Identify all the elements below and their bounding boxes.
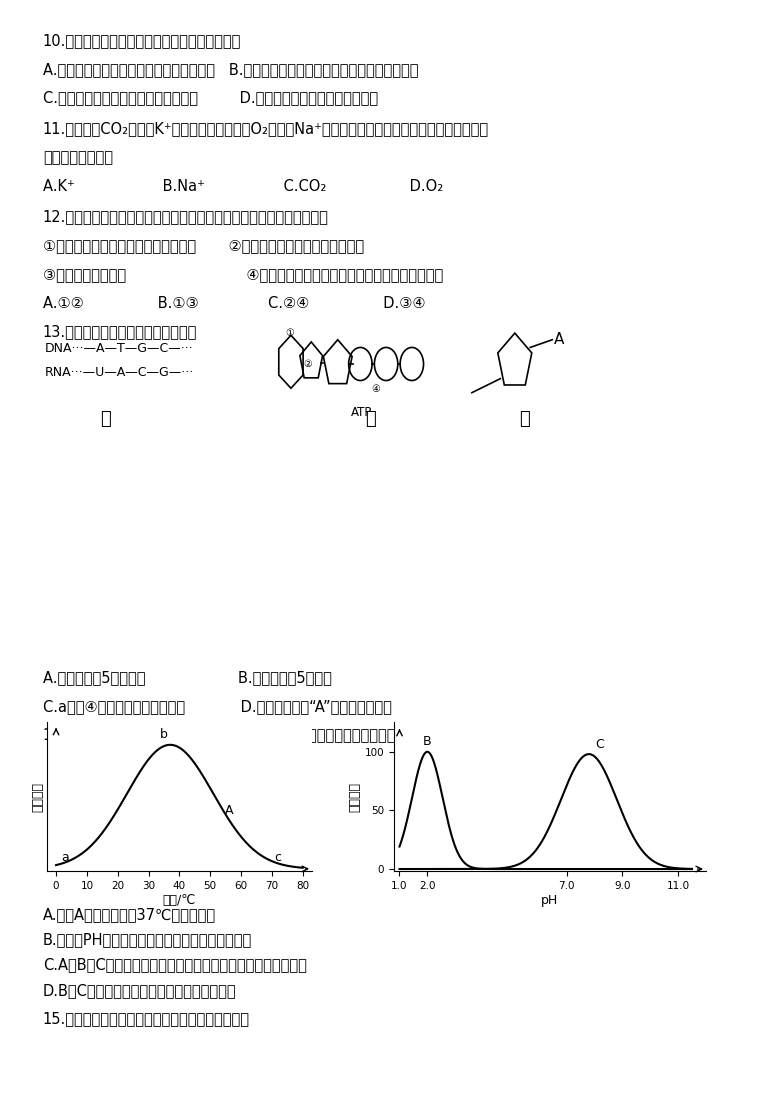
Text: DNA···—A—T—G—C—···: DNA···—A—T—G—C—··· (45, 342, 194, 355)
Text: D.B、C对应的酶可能是胃蛋白酶和唤液淀粉酶: D.B、C对应的酶可能是胃蛋白酶和唤液淀粉酶 (43, 983, 236, 998)
Text: A: A (554, 332, 564, 347)
Text: A.K⁺                   B.Na⁺                 C.CO₂                  D.O₂: A.K⁺ B.Na⁺ C.CO₂ D.O₂ (43, 179, 443, 194)
Text: B.温度、PH过高或过低会破坏酶结构，使得酶失活: B.温度、PH过高或过低会破坏酶结构，使得酶失活 (43, 932, 252, 947)
Text: ①: ① (285, 328, 294, 339)
Text: 14.下图分别表示人体内的三种消化酶A、B、C，随温度或pH变化其相对活性的变化，下列叙述正确的是: 14.下图分别表示人体内的三种消化酶A、B、C，随温度或pH变化其相对活性的变化… (43, 728, 475, 743)
X-axis label: 温度/℃: 温度/℃ (163, 893, 196, 907)
Text: a: a (62, 850, 69, 864)
Text: 运输进入细胞的是: 运输进入细胞的是 (43, 150, 113, 165)
Text: 丙: 丙 (519, 410, 530, 428)
Text: C.a乙图④断裂后释放的能量最多            D.甲图与丙图中“A”代裁的物质相同: C.a乙图④断裂后释放的能量最多 D.甲图与丙图中“A”代裁的物质相同 (43, 699, 392, 715)
Text: 乙: 乙 (365, 410, 376, 428)
Text: C: C (596, 738, 604, 751)
Text: ④: ④ (370, 384, 380, 395)
Text: C.细胞核是细胞代谢和遗传的控制中心         D.不是所有真核细胞都具有细胞核: C.细胞核是细胞代谢和遗传的控制中心 D.不是所有真核细胞都具有细胞核 (43, 90, 378, 106)
Text: 10.下列与真核生物细胞核有关的叙述，错误的是: 10.下列与真核生物细胞核有关的叙述，错误的是 (43, 33, 241, 49)
Text: A.甲图中共有5种核苷酸                    B.甲图中共有5种碷基: A.甲图中共有5种核苷酸 B.甲图中共有5种碷基 (43, 671, 332, 686)
Text: 甲: 甲 (100, 410, 111, 428)
Text: A: A (225, 804, 233, 816)
Text: ②: ② (303, 358, 313, 370)
Text: 13.关于下列图示的叙述中，正确的是: 13.关于下列图示的叙述中，正确的是 (43, 324, 197, 340)
Text: c: c (275, 850, 282, 864)
Text: RNA···—U—A—C—G—···: RNA···—U—A—C—G—··· (45, 366, 194, 379)
Text: A.应使A酶处于温度为37℃条件下保存: A.应使A酶处于温度为37℃条件下保存 (43, 907, 216, 922)
Text: ATP: ATP (351, 406, 373, 419)
Text: 11.细胞内的CO₂浓度和K⁺浓度高于细胞外，而O₂浓度和Na⁺浓度低于细胞外，上述四种物质中通过主动: 11.细胞内的CO₂浓度和K⁺浓度高于细胞外，而O₂浓度和Na⁺浓度低于细胞外，… (43, 121, 489, 137)
Text: b: b (160, 728, 168, 741)
Text: 12.在前人进行的下列研究中，采用的核心技术相同（或相似）的一组是: 12.在前人进行的下列研究中，采用的核心技术相同（或相似）的一组是 (43, 210, 329, 225)
Text: ③人鼠细胞融合实验                          ④用甲基绿和吵罗红对细胞染色，观察核酸的分布: ③人鼠细胞融合实验 ④用甲基绿和吵罗红对细胞染色，观察核酸的分布 (43, 267, 443, 282)
X-axis label: pH: pH (541, 893, 558, 907)
Text: B: B (423, 736, 431, 748)
Y-axis label: 相对活性: 相对活性 (31, 782, 44, 812)
Y-axis label: 相对活性: 相对活性 (349, 782, 362, 812)
Text: ①证明光合作用所释放的氧气来自于水       ②探究分泌蛋白的合成与分泌路径: ①证明光合作用所释放的氧气来自于水 ②探究分泌蛋白的合成与分泌路径 (43, 238, 364, 254)
Text: 15.右图为有氧呼吸过程示意图，下列描述错误的是: 15.右图为有氧呼吸过程示意图，下列描述错误的是 (43, 1011, 250, 1027)
Text: C.A、B、C酶都能降低化学反应活化能，但最适温度有较大差异: C.A、B、C酶都能降低化学反应活化能，但最适温度有较大差异 (43, 957, 307, 973)
Text: A.①②                B.①③               C.②④                D.③④: A.①② B.①③ C.②④ D.③④ (43, 296, 425, 311)
Text: A.染色质存在于细胞核、线粒体和叶绿体中   B.核孔可以实现核质之间的物质交换和信息交流: A.染色质存在于细胞核、线粒体和叶绿体中 B.核孔可以实现核质之间的物质交换和信… (43, 62, 418, 77)
